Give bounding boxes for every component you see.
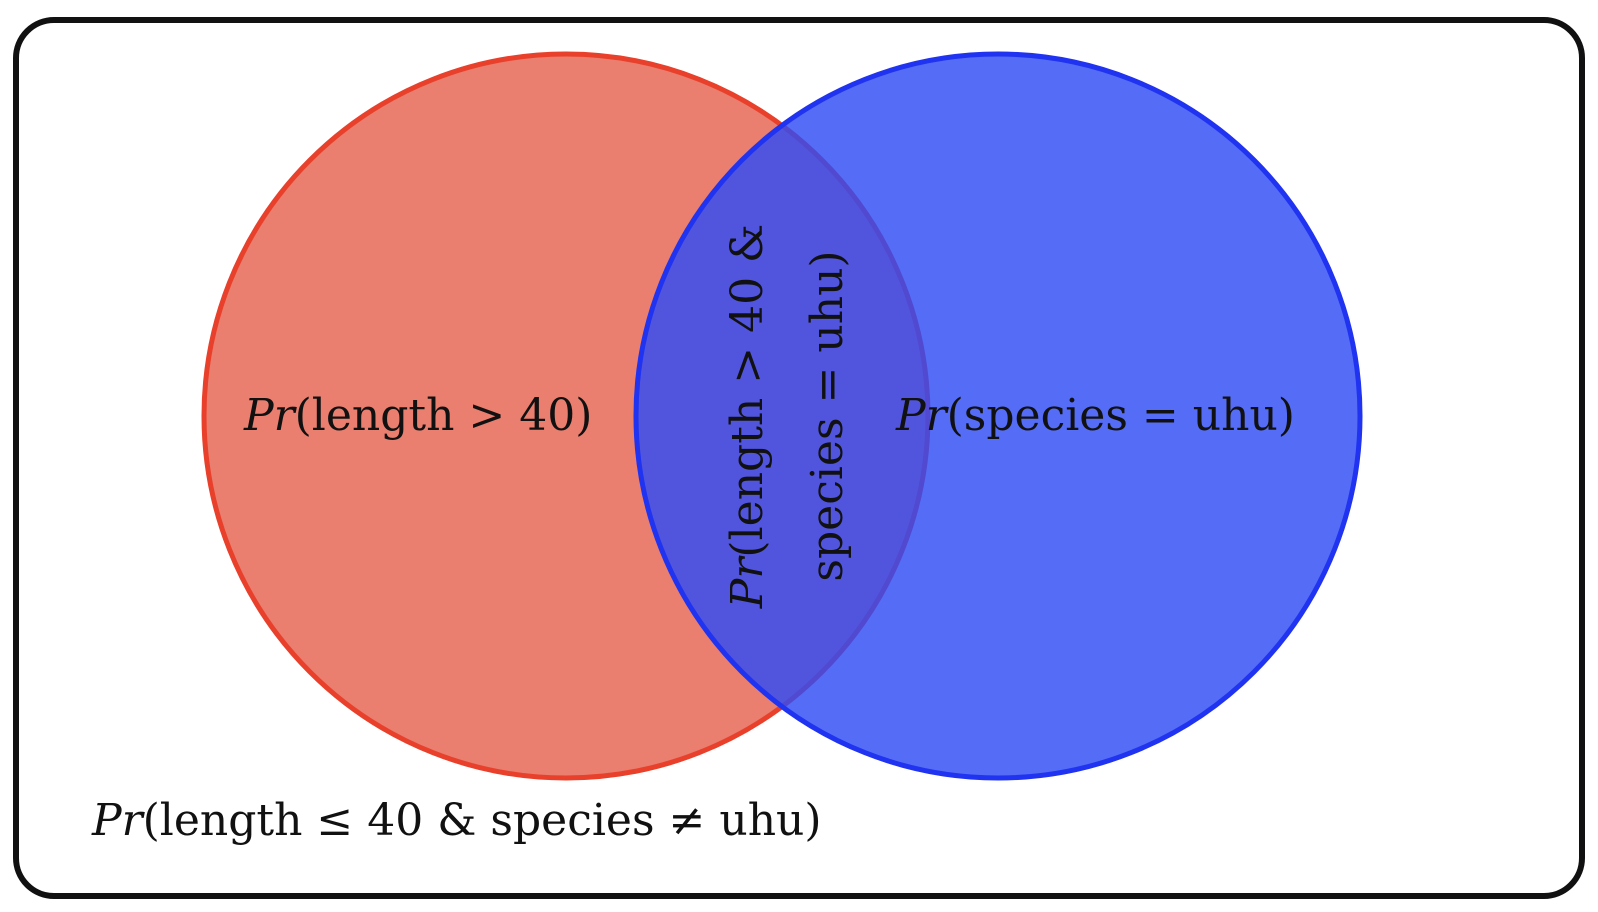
set-a-label-text: (length > 40) (295, 390, 593, 441)
set-b-label-text: (species = uhu) (947, 390, 1295, 441)
set-a-label-prefix: Pr (243, 390, 298, 441)
intersection-label: Pr(length > 40 & species = uhu) (722, 224, 853, 609)
complement-label-text: (length ≤ 40 & species ≠ uhu) (143, 795, 822, 846)
set-b-circle (633, 51, 1363, 781)
complement-label: Pr(length ≤ 40 & species ≠ uhu) (91, 795, 822, 846)
intersection-label-prefix: Pr (722, 555, 773, 610)
set-b-label-prefix: Pr (895, 390, 950, 441)
svg-text:Pr(length > 40 &: Pr(length > 40 & (722, 224, 773, 609)
set-a-label: Pr(length > 40) (243, 390, 592, 441)
set-b-label: Pr(species = uhu) (895, 390, 1295, 441)
intersection-label-line2: species = uhu) (802, 250, 853, 581)
complement-label-prefix: Pr (91, 795, 146, 846)
intersection-label-line1: (length > 40 & (722, 224, 773, 558)
